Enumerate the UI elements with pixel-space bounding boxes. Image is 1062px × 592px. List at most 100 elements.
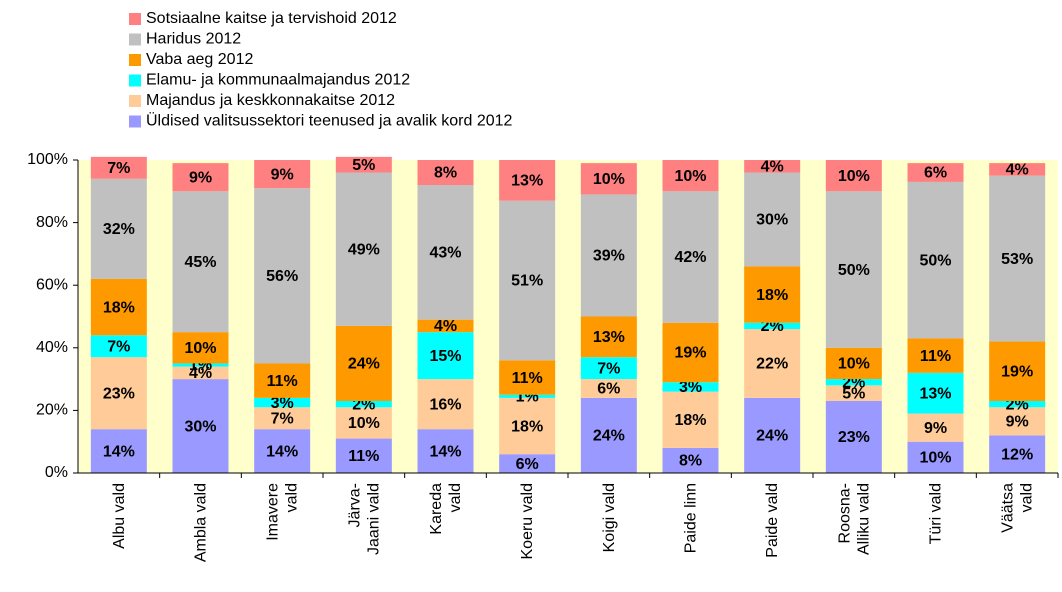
x-tick-label: Roosna- Alliku vald xyxy=(837,483,873,555)
bar-segment xyxy=(90,156,147,179)
legend-swatch xyxy=(129,95,141,107)
legend-label: Majandus ja keskkonnakaitse 2012 xyxy=(146,92,395,109)
bar-segment xyxy=(907,372,964,414)
bar-segment xyxy=(172,332,229,364)
legend-swatch xyxy=(129,33,141,46)
bar-segment xyxy=(662,191,719,323)
bar-segment xyxy=(662,391,719,448)
value-label: 14% xyxy=(429,443,461,460)
x-tick-label: Paide linn xyxy=(683,483,700,553)
bar-segment xyxy=(499,360,556,395)
bar-segment xyxy=(254,429,311,473)
bar-segment xyxy=(90,278,147,336)
value-label: 6% xyxy=(924,165,947,182)
bar-segment xyxy=(825,347,882,380)
value-label: 18% xyxy=(511,418,543,435)
legend-label: Sotsiaalne kaitse ja tervishoid 2012 xyxy=(146,10,397,27)
bar-segment xyxy=(744,172,801,267)
bar-segment xyxy=(580,316,637,358)
bar-segment xyxy=(90,335,147,358)
value-label: 9% xyxy=(1006,414,1029,431)
bar-segment xyxy=(662,160,719,192)
y-tick-label: 20% xyxy=(36,402,68,419)
value-label: 11% xyxy=(267,373,298,390)
bar-segment xyxy=(907,181,964,339)
bar-segment xyxy=(417,160,474,186)
bar-segment xyxy=(744,397,801,473)
value-label: 50% xyxy=(919,252,951,269)
value-label: 11% xyxy=(348,448,379,465)
value-label: 19% xyxy=(674,345,706,362)
value-label: 18% xyxy=(756,287,788,304)
value-label: 10% xyxy=(348,415,380,432)
bar-segment xyxy=(744,322,801,330)
value-label: 24% xyxy=(593,428,625,445)
y-tick-label: 80% xyxy=(36,214,68,231)
plot-area xyxy=(78,160,1058,473)
x-tick-label: Albu vald xyxy=(111,483,128,549)
bar-segment xyxy=(499,454,556,473)
legend-label: Elamu- ja kommunaalmajandus 2012 xyxy=(146,72,410,89)
bar-segment xyxy=(989,435,1046,473)
legend-label: Haridus 2012 xyxy=(146,31,241,48)
bar-segment xyxy=(417,319,474,333)
value-label: 16% xyxy=(429,396,461,413)
value-label: 7% xyxy=(107,160,130,177)
value-label: 53% xyxy=(1001,251,1033,268)
bar-segment xyxy=(254,407,311,430)
bar-segment xyxy=(580,194,637,317)
bar-segment xyxy=(417,429,474,473)
bar-segment xyxy=(417,332,474,380)
value-label: 39% xyxy=(593,248,625,265)
value-label: 24% xyxy=(348,356,380,373)
value-label: 22% xyxy=(756,356,788,373)
bar-segment xyxy=(172,163,229,192)
bar-segment xyxy=(499,397,556,455)
y-tick-label: 60% xyxy=(36,276,68,293)
value-label: 23% xyxy=(103,385,135,402)
value-label: 30% xyxy=(184,418,216,435)
value-label: 19% xyxy=(1001,363,1033,380)
bar-segment xyxy=(254,363,311,398)
value-label: 7% xyxy=(597,360,620,377)
x-tick-label: Paide vald xyxy=(764,483,781,558)
value-label: 9% xyxy=(924,420,947,437)
y-tick-label: 0% xyxy=(45,464,68,481)
value-label: 8% xyxy=(679,453,702,470)
value-label: 6% xyxy=(597,381,620,398)
bar-segment xyxy=(825,379,882,386)
bar-segment xyxy=(662,322,719,383)
value-label: 32% xyxy=(103,221,135,238)
value-label: 13% xyxy=(511,173,543,190)
x-tick-label: Kareda vald xyxy=(428,483,464,535)
value-label: 10% xyxy=(593,171,625,188)
y-tick-label: 100% xyxy=(27,151,68,168)
bar-segment xyxy=(254,160,311,189)
value-label: 45% xyxy=(184,254,216,271)
bar-segment xyxy=(417,379,474,430)
bar-segment xyxy=(172,191,229,333)
value-label: 4% xyxy=(1006,162,1029,179)
value-label: 10% xyxy=(674,168,706,185)
value-label: 43% xyxy=(429,245,461,262)
bar-segment xyxy=(499,160,556,201)
value-label: 10% xyxy=(919,450,951,467)
value-label: 15% xyxy=(429,348,461,365)
legend-label: Vaba aeg 2012 xyxy=(146,51,253,68)
bar-segment xyxy=(580,397,637,473)
x-tick-label: Järva- Jaani vald xyxy=(347,483,383,555)
value-label: 42% xyxy=(674,249,706,266)
bar-segment xyxy=(662,447,719,473)
bar-segment xyxy=(499,200,556,361)
value-label: 4% xyxy=(434,318,457,335)
bar-segment xyxy=(825,385,882,402)
bar-segment xyxy=(580,379,637,398)
value-label: 10% xyxy=(838,168,870,185)
value-label: 7% xyxy=(271,410,294,427)
value-label: 6% xyxy=(516,456,539,473)
bar-segment xyxy=(989,401,1046,408)
bar-segment xyxy=(989,163,1046,176)
bar-segment xyxy=(417,185,474,320)
value-label: 10% xyxy=(838,356,870,373)
